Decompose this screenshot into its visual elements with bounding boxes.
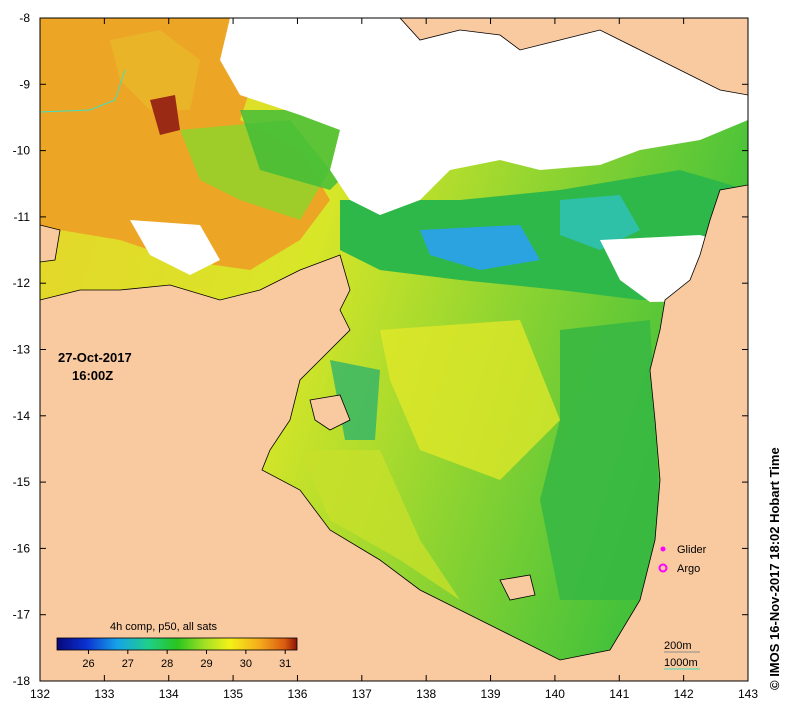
colorbar-tick-label: 31 [279,658,291,670]
groote-island [309,394,351,431]
warm-sea-nw [40,18,330,270]
land-new-guinea [399,18,748,96]
sea-patch [110,30,200,110]
y-tick-label: -18 [13,674,31,688]
x-axis: 132 133 134 135 136 137 138 139 140 141 142 143 [30,18,758,701]
colorbar-tick-label: 28 [161,658,173,670]
colorbar [56,637,298,651]
cloud-cover-north [220,18,748,215]
time-label: 16:00Z [72,368,113,383]
x-tick-label: 137 [352,687,372,701]
x-tick-label: 136 [287,687,307,701]
y-tick-label: -17 [13,608,31,622]
cool-patch [420,225,540,270]
x-tick-label: 140 [545,687,565,701]
y-tick-label: -12 [13,276,31,290]
land-west [40,224,61,263]
date-label: 27-Oct-2017 [58,350,132,365]
y-tick-label: -10 [13,144,31,158]
colorbar-ticks: 26 27 28 29 30 31 [82,650,291,670]
colorbar-title: 4h comp, p50, all sats [110,621,218,633]
contour-200m-label: 200m [664,640,692,652]
cool-patch [560,195,640,250]
argo-legend-label: Argo [677,563,700,575]
mornington-island [499,574,536,601]
x-tick-label: 132 [30,687,50,701]
gulf-warm [380,320,560,480]
colorbar-tick-label: 26 [82,658,94,670]
colorbar-tick-label: 30 [240,658,252,670]
x-tick-label: 133 [94,687,114,701]
colorbar-tick-label: 29 [200,658,212,670]
x-tick-label: 134 [159,687,179,701]
y-tick-label: -14 [13,409,31,423]
y-tick-label: -11 [14,210,31,224]
gulf-cool-east [540,320,660,600]
contour-1000m [40,69,126,113]
y-tick-label: -16 [13,541,31,555]
x-tick-label: 138 [416,687,436,701]
gulf-south-west [300,450,460,600]
y-tick-label: -9 [19,77,30,91]
x-tick-label: 135 [223,687,243,701]
x-tick-label: 141 [609,687,629,701]
y-axis: -8 -9 -10 -11 -12 -13 -14 -15 -16 -17 -18 [13,11,748,688]
land-mainland [40,184,748,681]
y-tick-label: -13 [13,343,31,357]
y-tick-label: -15 [13,475,31,489]
credit-label: © IMOS 16-Nov-2017 18:02 Hobart Time [767,447,782,690]
colorbar-tick-label: 27 [122,658,134,670]
x-tick-label: 139 [481,687,501,701]
argo-marker-icon [658,563,668,573]
glider-legend-label: Glider [677,544,707,556]
cloud-patch [130,220,220,275]
y-tick-label: -8 [19,11,30,25]
map-layers [40,18,748,681]
x-tick-label: 143 [738,687,758,701]
x-tick-label: 142 [674,687,694,701]
contour-1000m-label: 1000m [664,657,698,669]
glider-marker-icon [660,546,666,552]
hot-spot [150,95,180,135]
